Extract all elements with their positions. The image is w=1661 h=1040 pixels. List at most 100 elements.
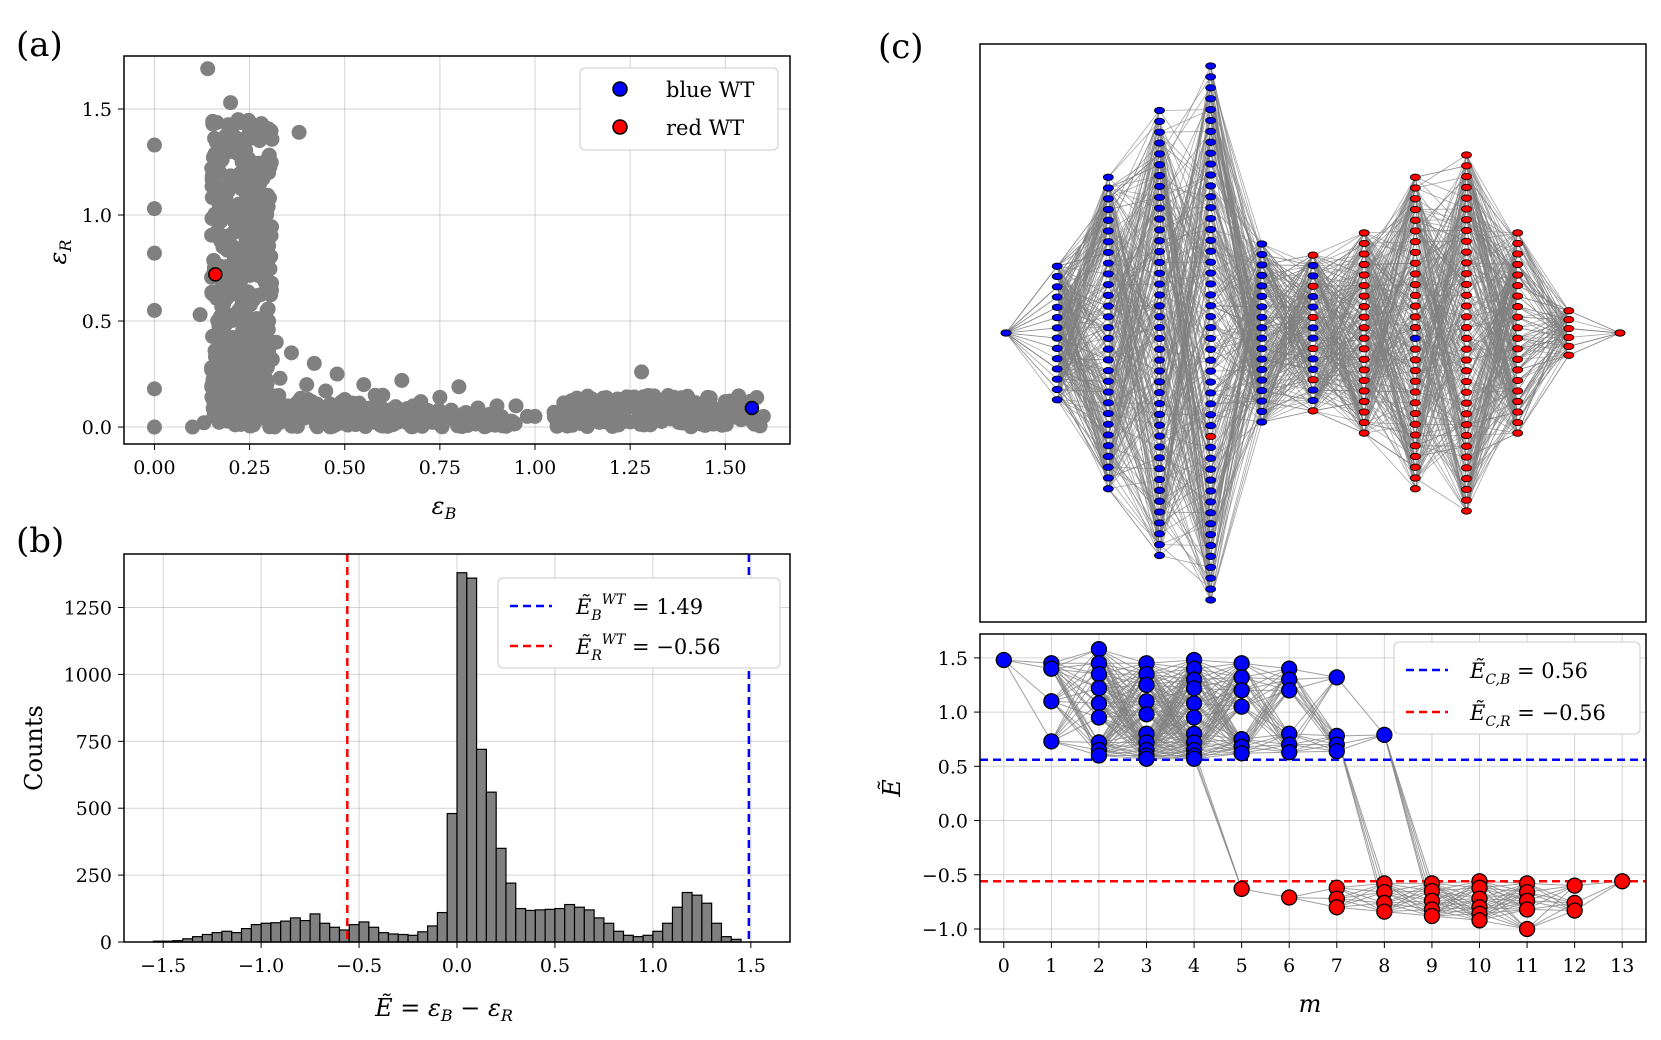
network-node: [1205, 574, 1217, 582]
scatter-point-gray: [146, 381, 162, 397]
network-edge: [1108, 445, 1160, 502]
network-edge: [1210, 379, 1263, 481]
network-edge: [1056, 241, 1109, 370]
network-edge: [1261, 337, 1314, 391]
network-edge: [1363, 198, 1416, 307]
network-node: [1205, 247, 1217, 255]
network-node: [1409, 409, 1421, 418]
network-edge: [1159, 403, 1211, 437]
histogram-bar: [319, 922, 331, 943]
scatter-point-gray: [210, 313, 226, 329]
transition-line: [1479, 900, 1528, 915]
network-node: [1102, 173, 1114, 181]
network-edge: [1107, 445, 1160, 545]
scatter-point-gray: [261, 147, 277, 163]
network-edge: [1056, 378, 1109, 414]
network-edge: [1517, 232, 1570, 320]
network-node: [1205, 258, 1217, 266]
scatter-point-gray: [710, 406, 726, 422]
network-edge: [1210, 316, 1263, 391]
energy-point-red: [1423, 907, 1441, 925]
network-node: [1102, 334, 1114, 342]
network-node: [1256, 261, 1268, 269]
network-edge: [1568, 328, 1621, 334]
network-edge: [1056, 368, 1109, 479]
network-node: [1205, 204, 1217, 212]
network-node: [1358, 303, 1370, 311]
network-node: [1461, 280, 1472, 289]
tick-label-y: 0.5: [938, 756, 968, 778]
transition-line: [1146, 741, 1195, 756]
network-edge: [1261, 400, 1314, 423]
network-node: [1205, 160, 1217, 168]
ylabel-a: εR: [44, 240, 75, 265]
transition-line: [1431, 898, 1480, 917]
network-node: [1307, 386, 1319, 394]
network-edge: [1414, 208, 1467, 328]
histogram-bar: [329, 926, 341, 943]
network-edge: [1312, 243, 1365, 349]
network-edge: [1364, 316, 1416, 339]
network-edge: [1107, 349, 1160, 556]
tick-label-x: 2: [1093, 955, 1105, 977]
energy-point-blue: [1185, 680, 1203, 697]
network-edge: [1159, 305, 1212, 459]
transition-line: [1431, 887, 1480, 902]
legend-marker-red-wt: [612, 119, 628, 135]
transition-line: [1288, 690, 1338, 737]
histogram-bar: [662, 922, 674, 943]
tick-label-x: 8: [1378, 955, 1390, 977]
network-edge: [1107, 263, 1160, 426]
legend-b: ẼBWT = 1.49 ẼRWT = −0.56: [497, 577, 781, 669]
network-node: [1307, 251, 1319, 259]
transition-line: [1383, 734, 1433, 917]
network-edge: [1108, 327, 1160, 339]
scatter-point-gray: [360, 415, 376, 431]
network-edge: [1056, 198, 1109, 329]
network-edge: [1107, 240, 1160, 436]
network-edge: [1056, 198, 1109, 267]
energy-point-blue: [1090, 665, 1108, 683]
transition-line: [1241, 690, 1290, 754]
network-edge: [1056, 230, 1109, 370]
network-edge: [1056, 230, 1109, 339]
tick-label-x: 7: [1331, 955, 1343, 977]
scatter-point-gray: [211, 182, 227, 198]
network-edge: [1159, 370, 1212, 546]
scatter-point-gray: [223, 334, 239, 350]
transition-line: [1574, 880, 1623, 904]
histogram-bar: [564, 903, 576, 943]
network-edge: [1414, 230, 1467, 328]
network-node: [1409, 366, 1421, 375]
transition-line: [1098, 662, 1147, 689]
network-node: [1409, 474, 1421, 482]
tick-label-y: 1000: [64, 664, 112, 686]
network-node: [1461, 388, 1472, 396]
network-node: [1154, 258, 1165, 267]
histogram-bar: [515, 907, 527, 943]
network-edge: [1107, 305, 1160, 457]
network-edge: [1005, 332, 1058, 349]
transition-line: [1051, 673, 1100, 702]
network-edge: [1108, 142, 1160, 200]
network-node: [1409, 291, 1421, 300]
energy-point-red: [1518, 920, 1536, 938]
scatter-point-gray: [240, 231, 256, 247]
network-edge: [1363, 198, 1416, 360]
network-edge: [1312, 253, 1365, 277]
network-node: [1102, 442, 1114, 450]
network-edge: [1108, 477, 1160, 545]
tick-label-y: 0: [100, 932, 112, 954]
ylabel-c: Ẽ: [877, 779, 906, 798]
network-edge: [1261, 306, 1314, 370]
network-node: [1051, 375, 1063, 383]
tick-label-x: 12: [1563, 955, 1587, 977]
network-node: [1205, 302, 1217, 310]
network-edge: [1056, 265, 1109, 296]
tick-label-x: 6: [1283, 955, 1295, 977]
scatter-point-wt: [208, 267, 223, 282]
network-edge: [1056, 307, 1109, 414]
histogram-bar: [603, 922, 615, 943]
network-nodes: [1000, 62, 1626, 604]
network-edge: [1312, 389, 1365, 434]
